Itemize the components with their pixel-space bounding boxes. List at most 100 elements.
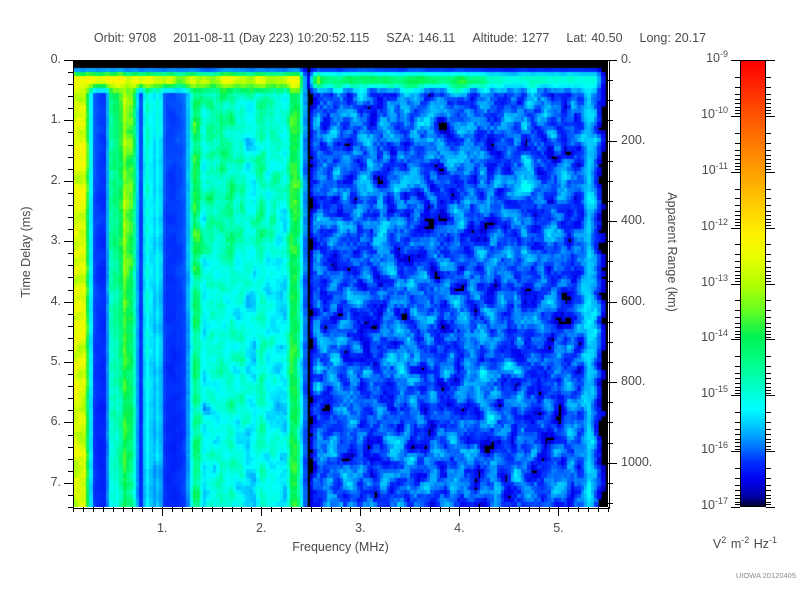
colorbar-minor-tick bbox=[735, 478, 740, 479]
colorbar-tick-exponent: -14 bbox=[714, 328, 728, 339]
bottom-axis-minor-tick bbox=[578, 507, 579, 512]
bottom-axis-minor-tick bbox=[192, 507, 193, 512]
left-axis-major-tick bbox=[64, 120, 73, 121]
left-axis-minor-tick bbox=[68, 157, 73, 158]
left-axis-tick-label: 0. bbox=[50, 52, 61, 66]
colorbar-major-tick bbox=[766, 60, 775, 61]
header-lat-value: 40.50 bbox=[591, 31, 623, 45]
colorbar-minor-tick bbox=[735, 383, 740, 384]
left-axis-tick-label: 7. bbox=[50, 474, 61, 489]
colorbar-minor-tick bbox=[766, 317, 771, 318]
bottom-axis-title: Frequency (MHz) bbox=[292, 540, 389, 554]
left-axis-minor-tick bbox=[68, 410, 73, 411]
header-long-value: 20.17 bbox=[674, 31, 707, 45]
bottom-axis-minor-tick bbox=[222, 507, 223, 512]
right-axis-minor-tick bbox=[608, 100, 613, 101]
colorbar-minor-tick bbox=[735, 166, 740, 167]
colorbar-minor-tick bbox=[766, 378, 771, 379]
colorbar-major-tick bbox=[766, 284, 775, 285]
colorbar-tick-label: 10-14 bbox=[701, 328, 728, 345]
colorbar-minor-tick bbox=[766, 366, 771, 367]
colorbar-minor-tick bbox=[766, 495, 771, 496]
bottom-axis-major-tick bbox=[459, 507, 460, 516]
colorbar-minor-tick bbox=[766, 225, 771, 226]
bottom-axis-tick-label: 1. bbox=[156, 521, 168, 535]
left-axis-major-tick bbox=[64, 302, 73, 303]
left-axis-minor-tick bbox=[68, 132, 73, 133]
colorbar-minor-tick bbox=[735, 159, 740, 160]
right-axis-minor-tick bbox=[608, 443, 613, 444]
left-axis-minor-tick bbox=[68, 326, 73, 327]
header-field-altitude: Altitude: 1277 bbox=[472, 31, 549, 45]
colorbar-major-tick bbox=[766, 228, 775, 229]
colorbar-tick-mantissa: 10 bbox=[706, 51, 720, 65]
colorbar-minor-tick bbox=[735, 434, 740, 435]
bottom-axis-minor-tick bbox=[509, 507, 510, 512]
bottom-axis-minor-tick bbox=[152, 507, 153, 512]
colorbar-minor-tick bbox=[766, 133, 771, 134]
colorbar-minor-tick bbox=[735, 387, 740, 388]
left-axis-minor-tick bbox=[68, 386, 73, 387]
left-axis-major-tick bbox=[64, 483, 73, 484]
colorbar-minor-tick bbox=[766, 281, 771, 282]
colorbar-major-tick bbox=[766, 395, 775, 396]
right-axis-major-tick bbox=[608, 60, 617, 61]
colorbar-minor-tick bbox=[735, 94, 740, 95]
bottom-axis-minor-tick bbox=[113, 507, 114, 512]
colorbar-minor-tick bbox=[766, 446, 771, 447]
colorbar-minor-tick bbox=[766, 107, 771, 108]
left-axis-minor-tick bbox=[68, 459, 73, 460]
left-axis-minor-tick bbox=[68, 338, 73, 339]
right-axis-minor-tick bbox=[608, 120, 613, 121]
bottom-axis-minor-tick bbox=[83, 507, 84, 512]
colorbar bbox=[740, 60, 766, 507]
left-axis-minor-tick bbox=[68, 265, 73, 266]
right-axis-tick-label: 200. bbox=[621, 132, 646, 147]
right-axis-minor-tick bbox=[608, 483, 613, 484]
bottom-axis-minor-tick bbox=[281, 507, 282, 512]
colorbar-minor-tick bbox=[735, 267, 740, 268]
colorbar-major-tick bbox=[731, 451, 740, 452]
colorbar-minor-tick bbox=[766, 442, 771, 443]
right-axis-minor-tick bbox=[608, 402, 613, 403]
colorbar-tick-label: 10-17 bbox=[701, 496, 728, 512]
bottom-axis-minor-tick bbox=[212, 507, 213, 512]
bottom-axis-tick-label: 2. bbox=[256, 521, 267, 535]
colorbar-minor-tick bbox=[735, 429, 740, 430]
bottom-axis-minor-tick bbox=[291, 507, 292, 512]
colorbar-minor-tick bbox=[766, 189, 771, 190]
bottom-axis-minor-tick bbox=[341, 507, 342, 512]
bottom-axis-minor-tick bbox=[93, 507, 94, 512]
colorbar-minor-tick bbox=[735, 281, 740, 282]
bottom-axis-minor-tick bbox=[479, 507, 480, 512]
colorbar-minor-tick bbox=[735, 163, 740, 164]
colorbar-major-tick bbox=[766, 116, 775, 117]
bottom-axis-minor-tick bbox=[142, 507, 143, 512]
right-axis-minor-tick bbox=[608, 422, 613, 423]
colorbar-tick-exponent: -12 bbox=[714, 216, 728, 227]
bottom-axis-minor-tick bbox=[271, 507, 272, 512]
header-field-datetime: 2011-08-11 (Day 223) 10:20:52.115 bbox=[173, 31, 369, 45]
colorbar-minor-tick bbox=[735, 278, 740, 279]
left-axis-major-tick bbox=[64, 362, 73, 363]
bottom-axis-minor-tick bbox=[469, 507, 470, 512]
colorbar-minor-tick bbox=[735, 113, 740, 114]
colorbar-minor-tick bbox=[766, 219, 771, 220]
header-datetime-value: 2011-08-11 (Day 223) 10:20:52.115 bbox=[173, 31, 370, 45]
colorbar-major-tick bbox=[766, 339, 775, 340]
colorbar-tick-mantissa: 10 bbox=[701, 330, 715, 345]
right-axis-minor-tick bbox=[608, 362, 613, 363]
left-axis-minor-tick bbox=[68, 217, 73, 218]
colorbar-minor-tick bbox=[735, 449, 740, 450]
colorbar-major-tick bbox=[731, 172, 740, 173]
colorbar-minor-tick bbox=[766, 393, 771, 394]
header-field-orbit: Orbit: 9708 bbox=[94, 31, 156, 45]
colorbar-tick-mantissa: 10 bbox=[701, 218, 715, 233]
colorbar-minor-tick bbox=[766, 300, 771, 301]
colorbar-minor-tick bbox=[735, 211, 740, 212]
left-axis-minor-tick bbox=[68, 169, 73, 170]
left-axis-minor-tick bbox=[68, 374, 73, 375]
colorbar-tick-label: 10-16 bbox=[701, 440, 728, 456]
left-axis-tick-label: 2. bbox=[50, 172, 61, 187]
